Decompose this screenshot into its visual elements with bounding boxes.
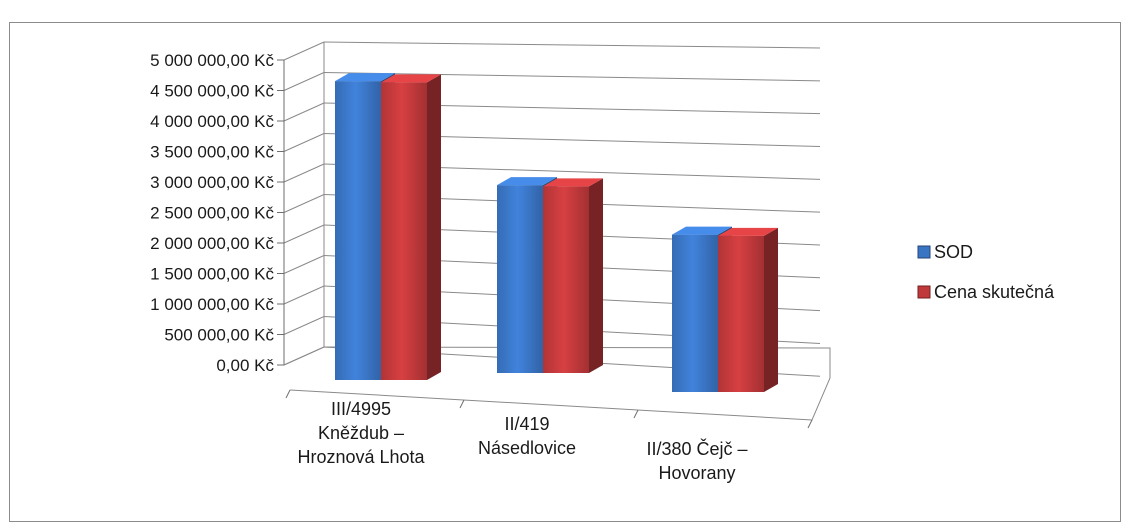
bars xyxy=(335,73,778,392)
bar-cena-skutecna-3 xyxy=(718,227,778,392)
side-wall-gridline xyxy=(283,194,325,213)
floor-outline xyxy=(283,346,831,421)
axes xyxy=(277,42,831,429)
y-tick-label: 4 000 000,00 Kč xyxy=(150,112,274,131)
x-category-label: III/4995 Kněždub – Hroznová Lhota xyxy=(297,399,425,467)
side-wall-gridline xyxy=(283,163,325,183)
x-tick-mark xyxy=(807,419,813,429)
side-wall-gridline xyxy=(283,224,325,244)
bar-top xyxy=(718,227,778,236)
bar-top xyxy=(381,74,441,83)
x-tick-mark xyxy=(633,409,639,419)
y-tick-label: 4 500 000,00 Kč xyxy=(150,82,274,101)
bar-front xyxy=(381,82,427,380)
bar-front xyxy=(543,186,589,373)
legend-item-sod: SOD xyxy=(917,242,973,262)
legend-item-cena-skutecna: Cena skutečná xyxy=(917,282,1055,302)
x-tick-mark xyxy=(285,389,291,399)
bar-cena-skutecna-2 xyxy=(543,178,603,373)
legend-label: SOD xyxy=(934,242,973,262)
y-tick-label: 2 000 000,00 Kč xyxy=(150,234,274,253)
side-wall-gridline xyxy=(283,41,325,61)
side-wall-gridline xyxy=(283,255,325,274)
y-tick-label: 500 000,00 Kč xyxy=(164,326,274,345)
bar-cena-skutecna-1 xyxy=(381,74,441,380)
bar-side xyxy=(427,74,441,380)
legend-swatch xyxy=(917,285,931,299)
legend: SOD Cena skutečná xyxy=(917,242,1055,302)
back-wall-gridline xyxy=(323,72,821,82)
y-tick-label: 1 000 000,00 Kč xyxy=(150,295,274,314)
bar-top xyxy=(672,226,732,235)
x-category-labels: III/4995 Kněždub – Hroznová Lhota II/419 Nás… xyxy=(297,399,747,483)
x-category-label: II/419 Násedlovice xyxy=(478,414,576,458)
y-tick-label: 5 000 000,00 Kč xyxy=(150,51,274,70)
side-wall-gridline xyxy=(283,133,325,152)
side-wall-gridline xyxy=(283,316,325,335)
bar-front xyxy=(497,185,543,373)
x-tick-mark xyxy=(459,399,465,409)
side-wall-gridline xyxy=(283,102,325,122)
y-tick-label: 0,00 Kč xyxy=(216,356,274,375)
side-wall-gridline xyxy=(283,285,325,305)
back-wall-gridline xyxy=(323,41,821,49)
bar-top xyxy=(335,73,395,82)
bar-side xyxy=(764,227,778,392)
bar-top xyxy=(497,177,557,186)
y-tick-label: 2 500 000,00 Kč xyxy=(150,204,274,223)
y-tick-labels: 0,00 Kč 500 000,00 Kč 1 000 000,00 Kč 1 500… xyxy=(150,51,274,375)
bar-front xyxy=(672,234,718,392)
bar-front xyxy=(335,81,381,380)
y-tick-label: 3 500 000,00 Kč xyxy=(150,143,274,162)
bar-side xyxy=(589,178,603,373)
x-category-label: II/380 Čejč – Hovorany xyxy=(646,438,747,483)
bar-top xyxy=(543,178,603,187)
side-wall-gridline xyxy=(283,72,325,91)
legend-swatch xyxy=(917,245,931,259)
y-tick-label: 3 000 000,00 Kč xyxy=(150,173,274,192)
bar-front xyxy=(718,235,764,392)
legend-label: Cena skutečná xyxy=(934,282,1055,302)
y-tick-label: 1 500 000,00 Kč xyxy=(150,265,274,284)
